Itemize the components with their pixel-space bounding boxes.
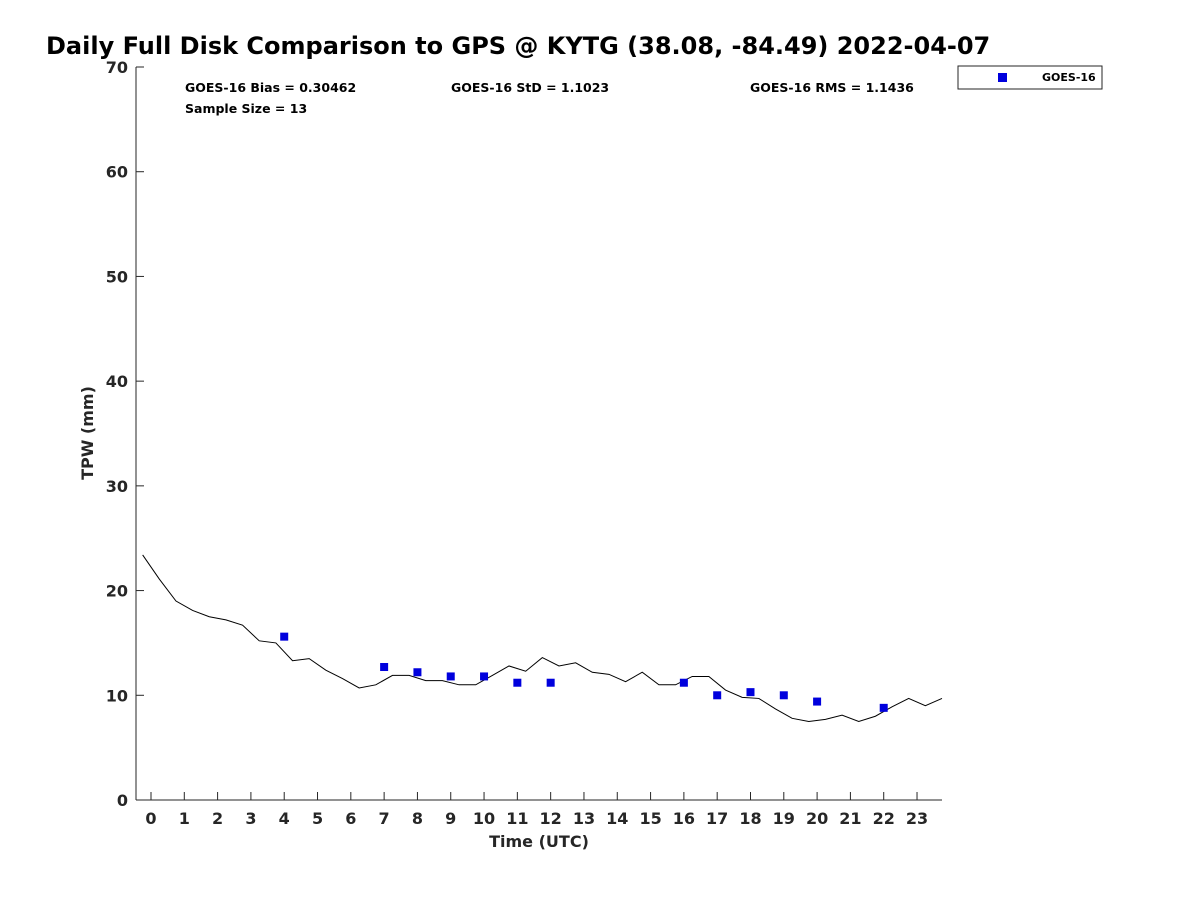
x-tick-label: 18 <box>739 809 761 828</box>
goes16-point <box>813 697 822 706</box>
y-tick-label: 60 <box>106 163 128 182</box>
x-tick-label: 15 <box>639 809 661 828</box>
x-tick-label: 21 <box>839 809 861 828</box>
x-tick-label: 20 <box>806 809 828 828</box>
x-tick-label: 7 <box>379 809 390 828</box>
goes16-point <box>480 672 489 681</box>
bias-stat: GOES-16 Bias = 0.30462 <box>185 80 356 95</box>
goes16-point <box>713 691 722 700</box>
x-tick-label: 14 <box>606 809 628 828</box>
x-axis-label: Time (UTC) <box>489 832 589 851</box>
x-tick-label: 6 <box>345 809 356 828</box>
x-tick-label: 17 <box>706 809 728 828</box>
x-tick-label: 2 <box>212 809 223 828</box>
x-ticks: 0 1 2 3 4 5 6 7 8 9 10 11 12 13 14 15 16 17 18 19 20 21 22 23 <box>145 792 928 828</box>
x-tick-label: 9 <box>445 809 456 828</box>
x-tick-label: 4 <box>279 809 290 828</box>
goes16-point <box>380 663 389 672</box>
goes16-point <box>679 678 688 687</box>
goes16-point <box>879 703 888 712</box>
x-tick-label: 1 <box>179 809 190 828</box>
x-tick-label: 8 <box>412 809 423 828</box>
x-tick-label: 10 <box>473 809 495 828</box>
legend: GOES-16 <box>957 65 1103 90</box>
y-tick-label: 0 <box>117 791 128 810</box>
legend-label: GOES-16 <box>1042 71 1096 84</box>
x-tick-label: 16 <box>673 809 695 828</box>
y-axis-label: TPW (mm) <box>78 386 97 480</box>
x-tick-label: 0 <box>145 809 156 828</box>
y-tick-label: 50 <box>106 267 128 286</box>
x-tick-label: 23 <box>906 809 928 828</box>
y-tick-label: 20 <box>106 582 128 601</box>
y-tick-label: 10 <box>106 686 128 705</box>
x-tick-label: 22 <box>873 809 895 828</box>
legend-box <box>957 65 1103 90</box>
x-tick-label: 13 <box>573 809 595 828</box>
legend-marker <box>998 73 1007 82</box>
x-tick-label: 19 <box>773 809 795 828</box>
x-tick-label: 5 <box>312 809 323 828</box>
goes16-point <box>413 668 422 677</box>
y-tick-label: 70 <box>106 58 128 77</box>
x-tick-label: 3 <box>245 809 256 828</box>
goes16-point <box>446 672 455 681</box>
x-tick-label: 11 <box>506 809 528 828</box>
goes16-point <box>746 688 755 697</box>
y-ticks: 0 10 20 30 40 50 60 70 <box>106 58 144 810</box>
sample-size-stat: Sample Size = 13 <box>185 101 307 116</box>
goes16-points <box>280 632 888 712</box>
goes16-point <box>513 678 522 687</box>
chart-title: Daily Full Disk Comparison to GPS @ KYTG… <box>46 32 990 60</box>
y-tick-label: 40 <box>106 372 128 391</box>
x-tick-label: 12 <box>540 809 562 828</box>
y-tick-label: 30 <box>106 477 128 496</box>
goes16-point <box>280 632 289 641</box>
gps-line-series <box>142 554 943 722</box>
rms-stat: GOES-16 RMS = 1.1436 <box>750 80 914 95</box>
goes16-point <box>546 678 555 687</box>
goes16-point <box>779 691 788 700</box>
std-stat: GOES-16 StD = 1.1023 <box>451 80 609 95</box>
